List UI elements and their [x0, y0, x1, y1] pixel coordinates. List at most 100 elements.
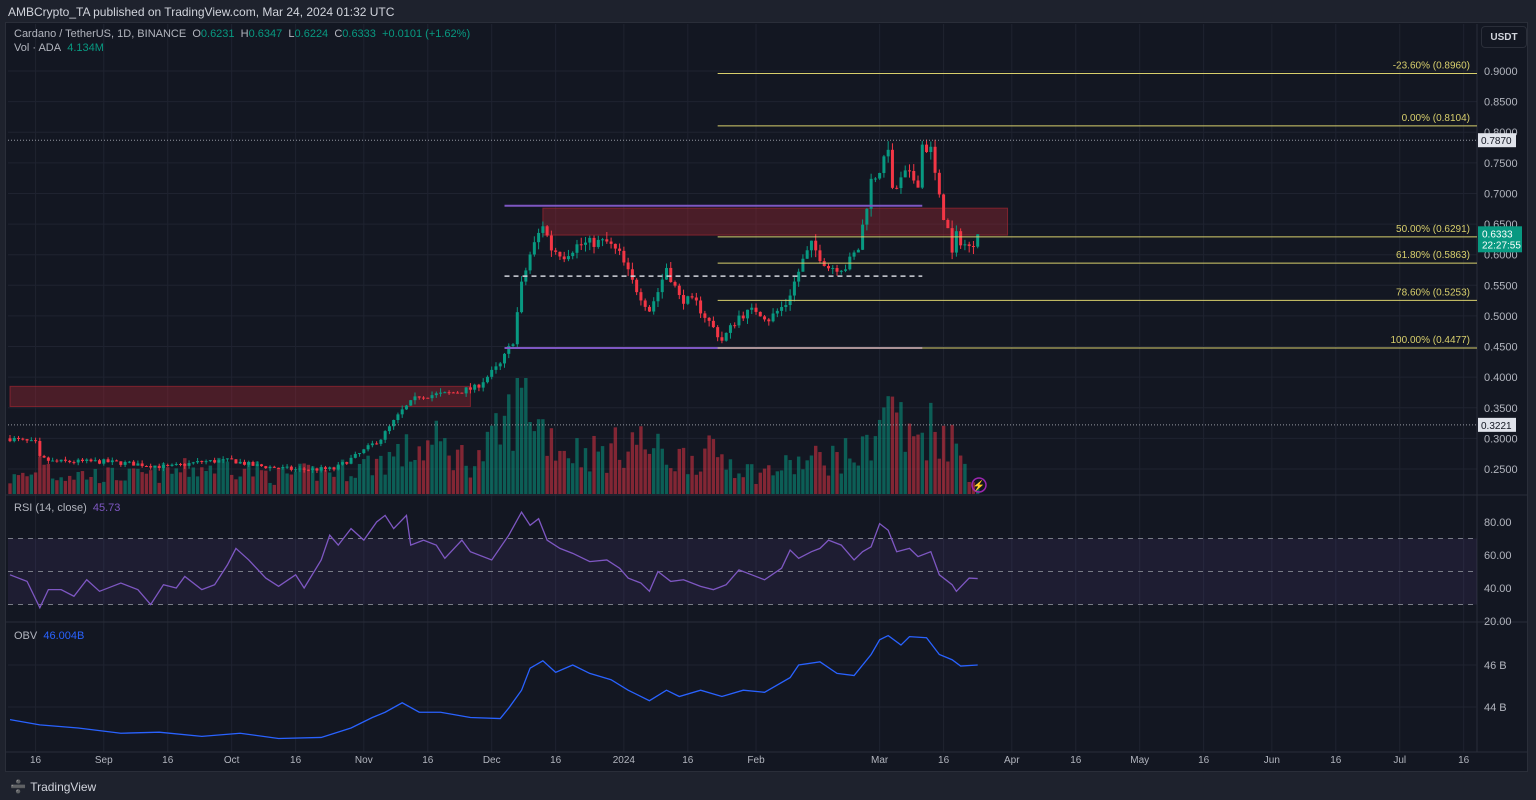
candle-body: [102, 459, 106, 464]
volume-bar: [183, 458, 187, 494]
volume-bar: [745, 464, 750, 494]
chart-panel[interactable]: [5, 22, 1528, 772]
fib-level-label: -23.60% (0.8960): [1393, 60, 1470, 71]
volume-bar: [532, 431, 537, 494]
candle-body: [119, 461, 123, 465]
candle-body: [899, 177, 903, 189]
candle-body: [375, 443, 379, 445]
candle-body: [422, 397, 426, 399]
volume-legend[interactable]: Vol · ADA 4.134M: [14, 42, 104, 54]
volume-bar: [822, 465, 826, 494]
volume-bar: [366, 455, 370, 494]
volume-bar: [805, 460, 809, 494]
candle-body: [758, 311, 762, 317]
volume-bar: [328, 472, 332, 494]
candle-body: [447, 392, 451, 394]
time-tick: Oct: [224, 755, 240, 766]
candle-body: [213, 460, 217, 463]
volume-bar: [374, 458, 379, 494]
volume-bar: [110, 467, 115, 494]
candle-body: [42, 455, 46, 458]
candle-body: [733, 325, 737, 327]
rsi-legend[interactable]: RSI (14, close) 45.73: [14, 502, 120, 514]
price-marker-bg: [1478, 133, 1516, 148]
volume-bar: [886, 396, 890, 494]
volume-bar: [455, 449, 460, 494]
candle-body: [545, 226, 549, 236]
candle-body: [669, 267, 673, 283]
volume-bar: [694, 474, 699, 494]
volume-bar: [843, 438, 848, 494]
supply-zone: [542, 207, 1009, 236]
volume-bar: [856, 465, 861, 494]
volume-bar: [950, 424, 954, 494]
candle-body: [878, 173, 882, 179]
candle-body: [537, 232, 541, 243]
candle-body: [80, 459, 84, 462]
rsi-line: [9, 510, 978, 610]
volume-bar: [285, 473, 289, 494]
candle-body: [341, 462, 345, 465]
footer-brand[interactable]: ➗ TradingView: [10, 779, 96, 795]
candle-body: [532, 242, 536, 255]
candle-body: [656, 292, 660, 302]
volume-bar: [588, 471, 592, 494]
candle-body: [289, 466, 293, 470]
volume-bar: [38, 456, 42, 494]
volume-bar: [140, 472, 144, 494]
time-tick: Jul: [1393, 755, 1406, 766]
candle-body: [456, 392, 460, 394]
volume-bar: [148, 470, 153, 494]
obv-tick: 46 B: [1484, 660, 1507, 672]
candle-body: [903, 170, 907, 178]
currency-button[interactable]: USDT: [1481, 26, 1527, 48]
grid: [6, 24, 1527, 753]
volume-bar: [566, 458, 571, 494]
candle-body: [34, 440, 38, 442]
volume-bar: [818, 452, 822, 494]
candle-body: [392, 420, 396, 427]
volume-bar: [170, 473, 174, 494]
candle-body: [618, 248, 622, 251]
candle-body: [55, 460, 59, 462]
candle-body: [805, 250, 809, 259]
time-tick: 16: [1198, 755, 1210, 766]
candle-body: [592, 237, 596, 247]
candle-body: [724, 332, 728, 341]
volume-bars: [8, 378, 980, 494]
candle-body: [8, 438, 12, 442]
time-tick: 16: [682, 755, 694, 766]
volume-bar: [617, 459, 622, 494]
volume-bar: [784, 455, 788, 494]
time-tick: Nov: [355, 755, 373, 766]
candle-body: [925, 144, 929, 153]
candle-body: [626, 262, 630, 270]
close-label: C: [334, 28, 343, 40]
volume-bar: [681, 447, 686, 494]
volume-bar: [114, 480, 119, 494]
rsi-tick: 20.00: [1484, 616, 1512, 628]
publish-info: AMBCrypto_TA published on TradingView.co…: [8, 5, 395, 19]
symbol-legend[interactable]: Cardano / TetherUS, 1D, BINANCE O0.6231 …: [14, 28, 470, 40]
time-tick: Mar: [871, 755, 889, 766]
candle-body: [511, 344, 515, 346]
volume-value: 4.134M: [67, 42, 104, 54]
volume-bar: [485, 431, 490, 494]
time-tick: Apr: [1004, 755, 1020, 766]
rsi-label: RSI (14, close): [14, 502, 87, 514]
volume-bar: [792, 474, 797, 494]
volume-bar: [869, 460, 873, 494]
obv-legend[interactable]: OBV 46.004B: [14, 630, 84, 642]
candle-body: [127, 461, 131, 463]
candle-body: [85, 459, 89, 462]
fib-level-label: 0.00% (0.8104): [1402, 113, 1470, 124]
volume-bar: [315, 480, 319, 494]
time-tick: 16: [938, 755, 950, 766]
low-value: 0.6224: [294, 28, 329, 40]
candle-body: [311, 468, 315, 471]
volume-bar: [929, 402, 933, 494]
volume-bar: [958, 455, 963, 494]
volume-bar: [234, 479, 238, 494]
candle-body: [89, 459, 93, 462]
